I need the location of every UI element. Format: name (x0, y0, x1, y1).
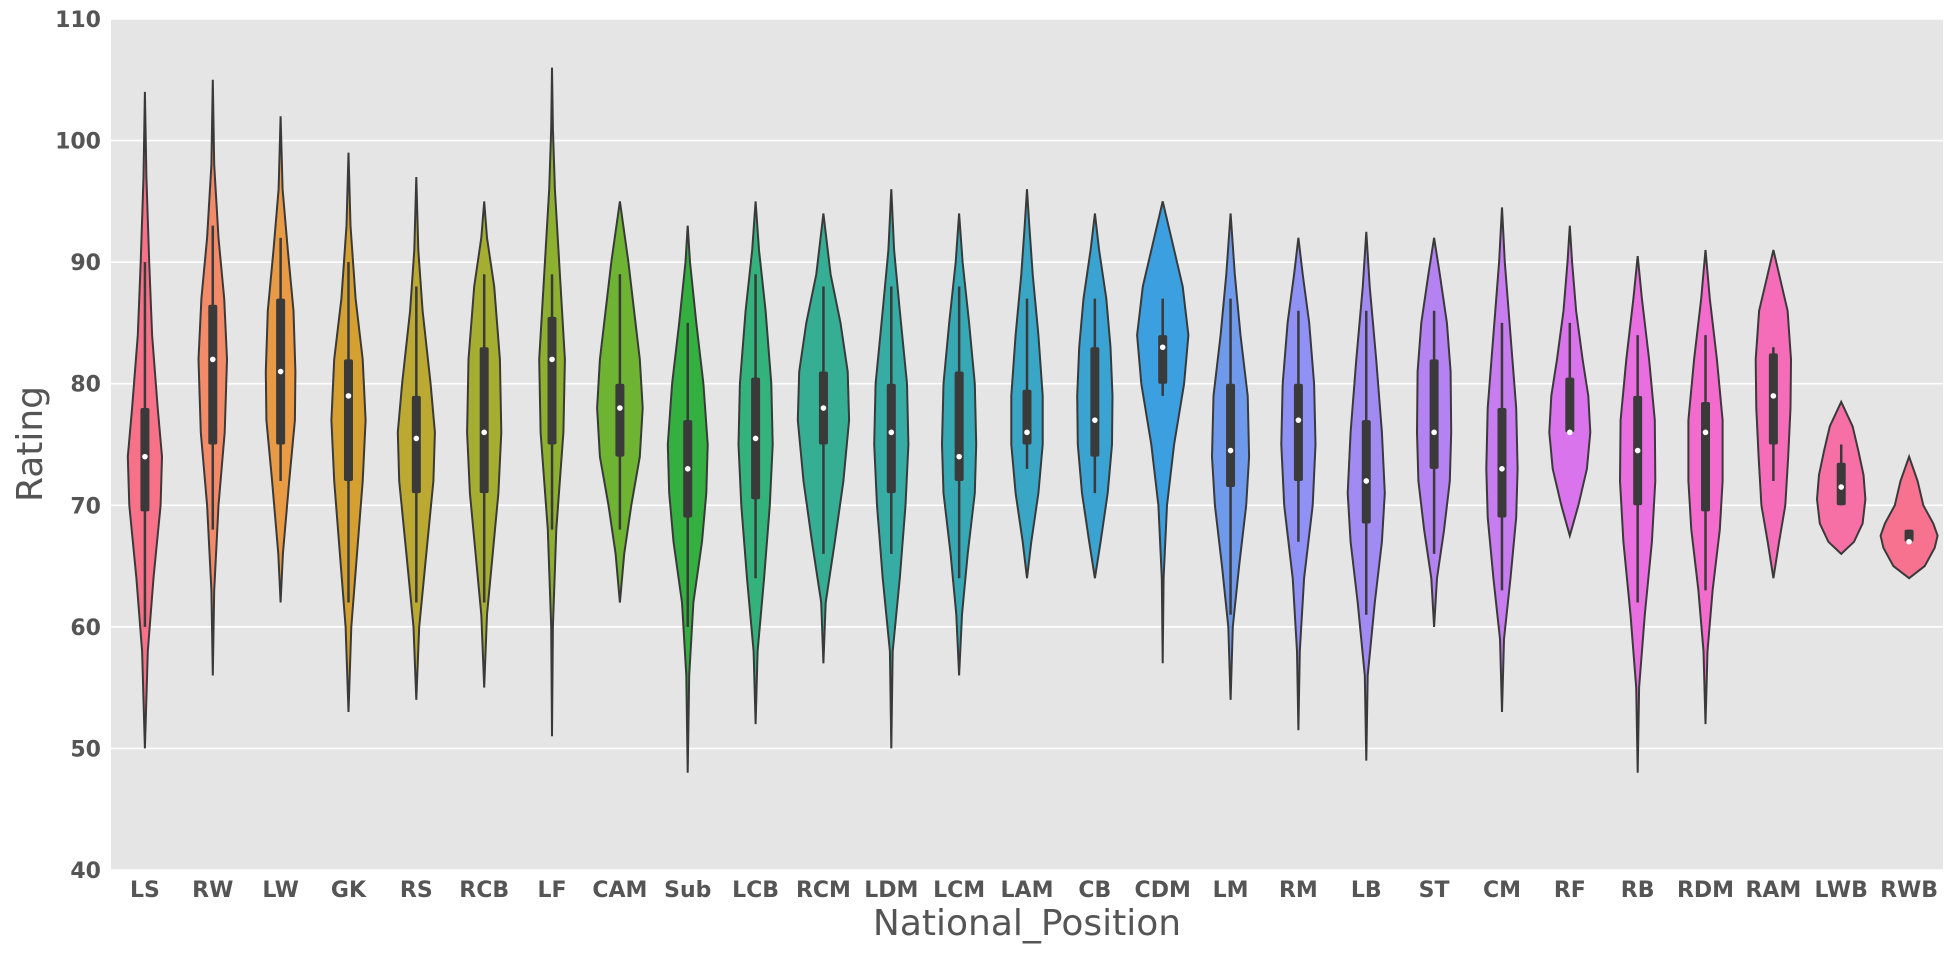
x-tick-label: RB (1621, 878, 1655, 903)
x-tick-labels: LS RW LW GK RS RCB LF CAM Sub LCB RCM LDM LCM LAM CB CD… (130, 878, 1938, 903)
violins (126, 67, 1939, 773)
x-axis-label: National_Position (873, 903, 1181, 944)
median-dot-rf (1567, 429, 1573, 436)
violin-cdm (1136, 201, 1190, 664)
iqr-box-cdm (1158, 335, 1168, 384)
median-dot-lwb (1838, 484, 1845, 490)
y-tick-label: 60 (70, 616, 101, 641)
x-tick-label: ST (1419, 878, 1450, 903)
x-tick-label: LM (1213, 878, 1249, 903)
iqr-box-rm (1293, 383, 1303, 481)
iqr-box-ram (1768, 353, 1778, 445)
y-tick-label: 40 (70, 859, 101, 884)
median-dot-gk (345, 393, 352, 399)
median-dot-lb (1363, 478, 1370, 484)
violin-rwb (1879, 453, 1939, 580)
iqr-box-lwb (1836, 462, 1846, 506)
x-tick-label: RDM (1677, 878, 1734, 903)
median-dot-ls (142, 453, 148, 460)
y-tick-label: 100 (55, 130, 101, 155)
median-dot-st (1431, 429, 1437, 436)
x-tick-label: RW (192, 878, 233, 903)
median-dot-lm (1227, 447, 1234, 454)
x-tick-label: RCM (796, 878, 851, 903)
y-tick-label: 50 (70, 737, 101, 762)
iqr-box-rwb (1904, 529, 1914, 542)
median-dot-lf (549, 356, 555, 363)
iqr-box-rw (208, 304, 218, 445)
median-dot-rw (209, 356, 216, 363)
median-dot-rs (413, 435, 420, 442)
x-tick-label: LB (1351, 878, 1382, 903)
median-dot-rm (1295, 417, 1302, 423)
x-tick-label: GK (331, 878, 367, 903)
x-tick-label: LF (538, 878, 567, 903)
median-dot-lam (1024, 429, 1030, 436)
y-tick-label: 70 (70, 494, 101, 519)
x-tick-label: RM (1279, 878, 1318, 903)
x-tick-label: RCB (459, 878, 509, 903)
iqr-box-ldm (886, 383, 896, 494)
x-tick-label: LW (262, 878, 299, 903)
x-tick-label: Sub (664, 878, 711, 903)
x-tick-label: RWB (1880, 878, 1938, 903)
median-dot-cam (617, 405, 623, 411)
median-dot-rb (1634, 447, 1641, 454)
x-tick-label: LDM (864, 878, 918, 903)
median-dot-sub (684, 466, 691, 472)
median-dot-lcm (956, 453, 962, 460)
median-dot-ldm (888, 429, 895, 436)
y-tick-label: 90 (70, 251, 101, 276)
x-tick-label: CAM (592, 878, 647, 903)
median-dot-rwb (1906, 538, 1912, 545)
x-tick-label: LCM (933, 878, 985, 903)
iqr-box-lam (1022, 389, 1032, 445)
iqr-box-st (1429, 359, 1439, 469)
iqr-box-cam (615, 383, 625, 457)
median-dot-rcb (481, 429, 487, 436)
iqr-box-lb (1361, 420, 1371, 524)
iqr-box-rcb (479, 347, 489, 494)
x-tick-label: CDM (1135, 878, 1191, 903)
x-tick-label: RS (400, 878, 433, 903)
iqr-box-rs (411, 395, 421, 494)
median-dot-rcm (820, 405, 827, 411)
x-tick-label: RAM (1745, 878, 1801, 903)
iqr-box-lf (547, 316, 557, 445)
x-tick-label: LAM (1001, 878, 1054, 903)
y-axis-label: Rating (10, 386, 51, 502)
x-tick-label: CB (1078, 878, 1111, 903)
y-tick-labels: 40 50 60 70 80 90 100 110 (55, 8, 101, 884)
x-tick-label: LWB (1815, 878, 1868, 903)
x-tick-label: RF (1554, 878, 1586, 903)
x-tick-label: CM (1483, 878, 1521, 903)
median-dot-cb (1092, 417, 1098, 423)
median-dot-lw (277, 368, 284, 375)
iqr-box-rf (1565, 377, 1575, 433)
x-tick-label: LS (130, 878, 160, 903)
iqr-box-gk (343, 359, 353, 481)
iqr-box-rdm (1701, 401, 1711, 512)
y-tick-label: 80 (70, 373, 101, 398)
median-dot-ram (1770, 393, 1777, 399)
iqr-box-lcm (954, 371, 964, 481)
iqr-box-ls (140, 408, 150, 512)
median-dot-lcb (752, 435, 759, 442)
median-dot-cm (1499, 466, 1505, 472)
iqr-box-lm (1226, 383, 1236, 488)
iqr-box-cm (1497, 408, 1507, 518)
median-dot-cdm (1159, 344, 1166, 351)
iqr-box-cb (1090, 347, 1100, 457)
y-tick-label: 110 (55, 8, 101, 33)
x-tick-label: LCB (732, 878, 779, 903)
median-dot-rdm (1702, 429, 1709, 436)
